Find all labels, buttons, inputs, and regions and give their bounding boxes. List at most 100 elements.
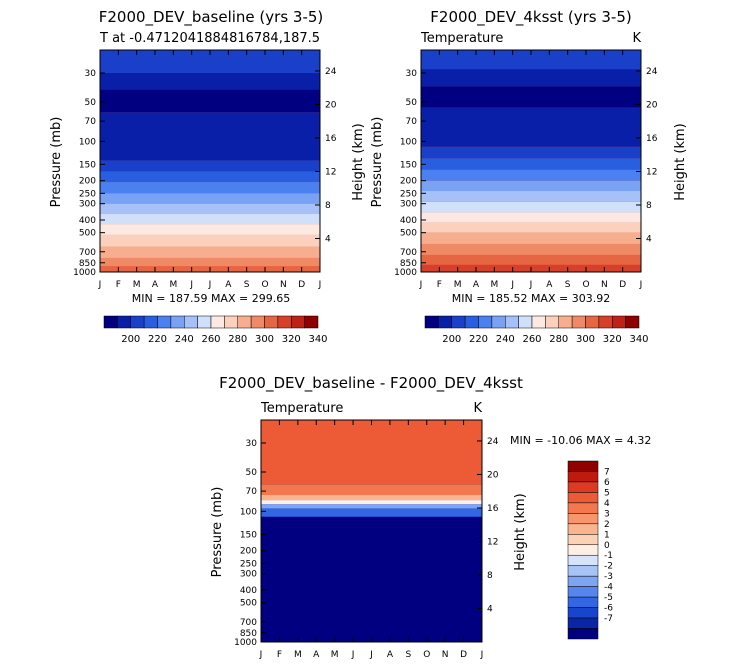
colorbar-swatch — [567, 471, 599, 483]
y-axis-label: Pressure (mb) — [370, 117, 385, 208]
colorbar-swatch — [130, 315, 145, 329]
x-tick-label: F — [277, 650, 282, 660]
colorbar-swatch — [451, 315, 466, 329]
colorbar-swatch — [585, 315, 600, 329]
contour-band — [100, 182, 320, 194]
colorbar-label: 280 — [228, 334, 247, 345]
x-tick-label: J — [318, 280, 322, 290]
height-tick-label: 20 — [325, 100, 337, 110]
y-tick-label: 50 — [246, 468, 258, 478]
y-tick-label: 1000 — [394, 268, 417, 278]
x-tick-label: S — [565, 280, 571, 290]
y-tick-label: 400 — [79, 216, 96, 226]
y-tick-label: 300 — [79, 200, 96, 210]
colorbar-swatch — [567, 586, 599, 598]
colorbar-swatch — [625, 315, 640, 329]
colorbar-label: 240 — [496, 334, 515, 345]
x-tick-label: O — [582, 280, 589, 290]
panel-difference: F2000_DEV_baseline - F2000_DEV_4ksst Tem… — [210, 374, 651, 660]
x-tick-label: M — [133, 280, 141, 290]
colorbar-swatch — [567, 502, 599, 514]
contour-band — [421, 158, 641, 170]
height-tick-label: 16 — [325, 134, 337, 144]
colorbar-label: 320 — [282, 334, 301, 345]
y-tick-label: 700 — [79, 248, 96, 258]
contour-band — [100, 214, 320, 225]
colorbar-swatch — [491, 315, 506, 329]
contour-band — [100, 234, 320, 247]
height-tick-label: 12 — [646, 167, 657, 177]
y-tick-label: 700 — [240, 618, 257, 628]
y-tick-label: 850 — [240, 629, 257, 639]
y-tick-label: 50 — [406, 98, 418, 108]
x-tick-label: F — [116, 280, 121, 290]
colorbar-label: -5 — [604, 593, 613, 603]
height-tick-label: 24 — [646, 67, 658, 77]
y-axis-right-label: Height (km) — [351, 123, 366, 200]
panel-title: F2000_DEV_baseline (yrs 3-5) — [99, 8, 324, 27]
colorbar-label: 5 — [604, 488, 610, 498]
x-tick-label: O — [423, 650, 430, 660]
y-axis-label: Pressure (mb) — [210, 487, 225, 578]
contour-band — [421, 169, 641, 181]
x-tick-label: M — [294, 650, 302, 660]
x-tick-label: J — [419, 280, 423, 290]
colorbar-label: 300 — [255, 334, 274, 345]
y-tick-label: 30 — [246, 439, 258, 449]
y-tick-label: 30 — [406, 69, 418, 79]
colorbar-swatch — [478, 315, 493, 329]
height-tick-label: 16 — [646, 134, 658, 144]
x-tick-label: D — [298, 280, 305, 290]
x-tick-label: A — [546, 280, 553, 290]
panel-subtitle-left: Temperature — [260, 401, 343, 416]
height-tick-label: 16 — [487, 504, 499, 514]
y-tick-label: 150 — [79, 160, 96, 170]
colorbar-swatch — [143, 315, 158, 329]
colorbar-swatch — [277, 315, 292, 329]
contour-band — [421, 69, 641, 87]
colorbar-swatch — [567, 596, 599, 608]
x-tick-label: N — [442, 650, 449, 660]
colorbar-label: -2 — [604, 562, 613, 572]
colorbar-label: -6 — [604, 604, 613, 614]
panel-subtitle-left: Temperature — [420, 31, 503, 46]
y-tick-label: 300 — [400, 200, 417, 210]
colorbar-label: 200 — [442, 334, 461, 345]
x-tick-label: N — [601, 280, 608, 290]
y-tick-label: 500 — [400, 229, 417, 239]
colorbar: 200 220 240 260 280 300 320 340 — [424, 315, 649, 345]
colorbar-swatch — [464, 315, 479, 329]
colorbar-swatch — [558, 315, 573, 329]
height-tick-label: 12 — [325, 167, 336, 177]
panel-subtitle-left: T at -0.4712041884816784,187.5 — [99, 31, 320, 46]
x-tick-label: M — [490, 280, 498, 290]
y-tick-label: 200 — [240, 547, 257, 557]
colorbar-swatch — [567, 544, 599, 556]
colorbar-swatch — [505, 315, 519, 329]
colorbar-swatch — [567, 481, 599, 493]
contour-band — [261, 420, 482, 485]
x-tick-label: J — [510, 280, 514, 290]
x-tick-label: S — [244, 280, 250, 290]
height-tick-label: 24 — [325, 67, 337, 77]
contour-band — [100, 73, 320, 90]
x-tick-label: J — [259, 650, 263, 660]
contour-band — [100, 112, 320, 161]
panel-subtitle-right: K — [632, 31, 641, 46]
colorbar-swatch — [184, 315, 198, 329]
colorbar-swatch — [438, 315, 452, 329]
contour-band — [421, 146, 641, 159]
colorbar-label: 1 — [604, 530, 610, 540]
y-tick-label: 70 — [246, 487, 258, 497]
y-tick-label: 150 — [240, 530, 257, 540]
height-tick-label: 4 — [487, 604, 493, 614]
colorbar-label: -7 — [604, 614, 613, 624]
y-tick-label: 30 — [85, 69, 97, 79]
contour-band — [421, 86, 641, 108]
x-tick-label: J — [369, 650, 373, 660]
y-tick-label: 250 — [240, 559, 257, 569]
contour-band — [421, 212, 641, 223]
colorbar-swatch — [170, 315, 185, 329]
